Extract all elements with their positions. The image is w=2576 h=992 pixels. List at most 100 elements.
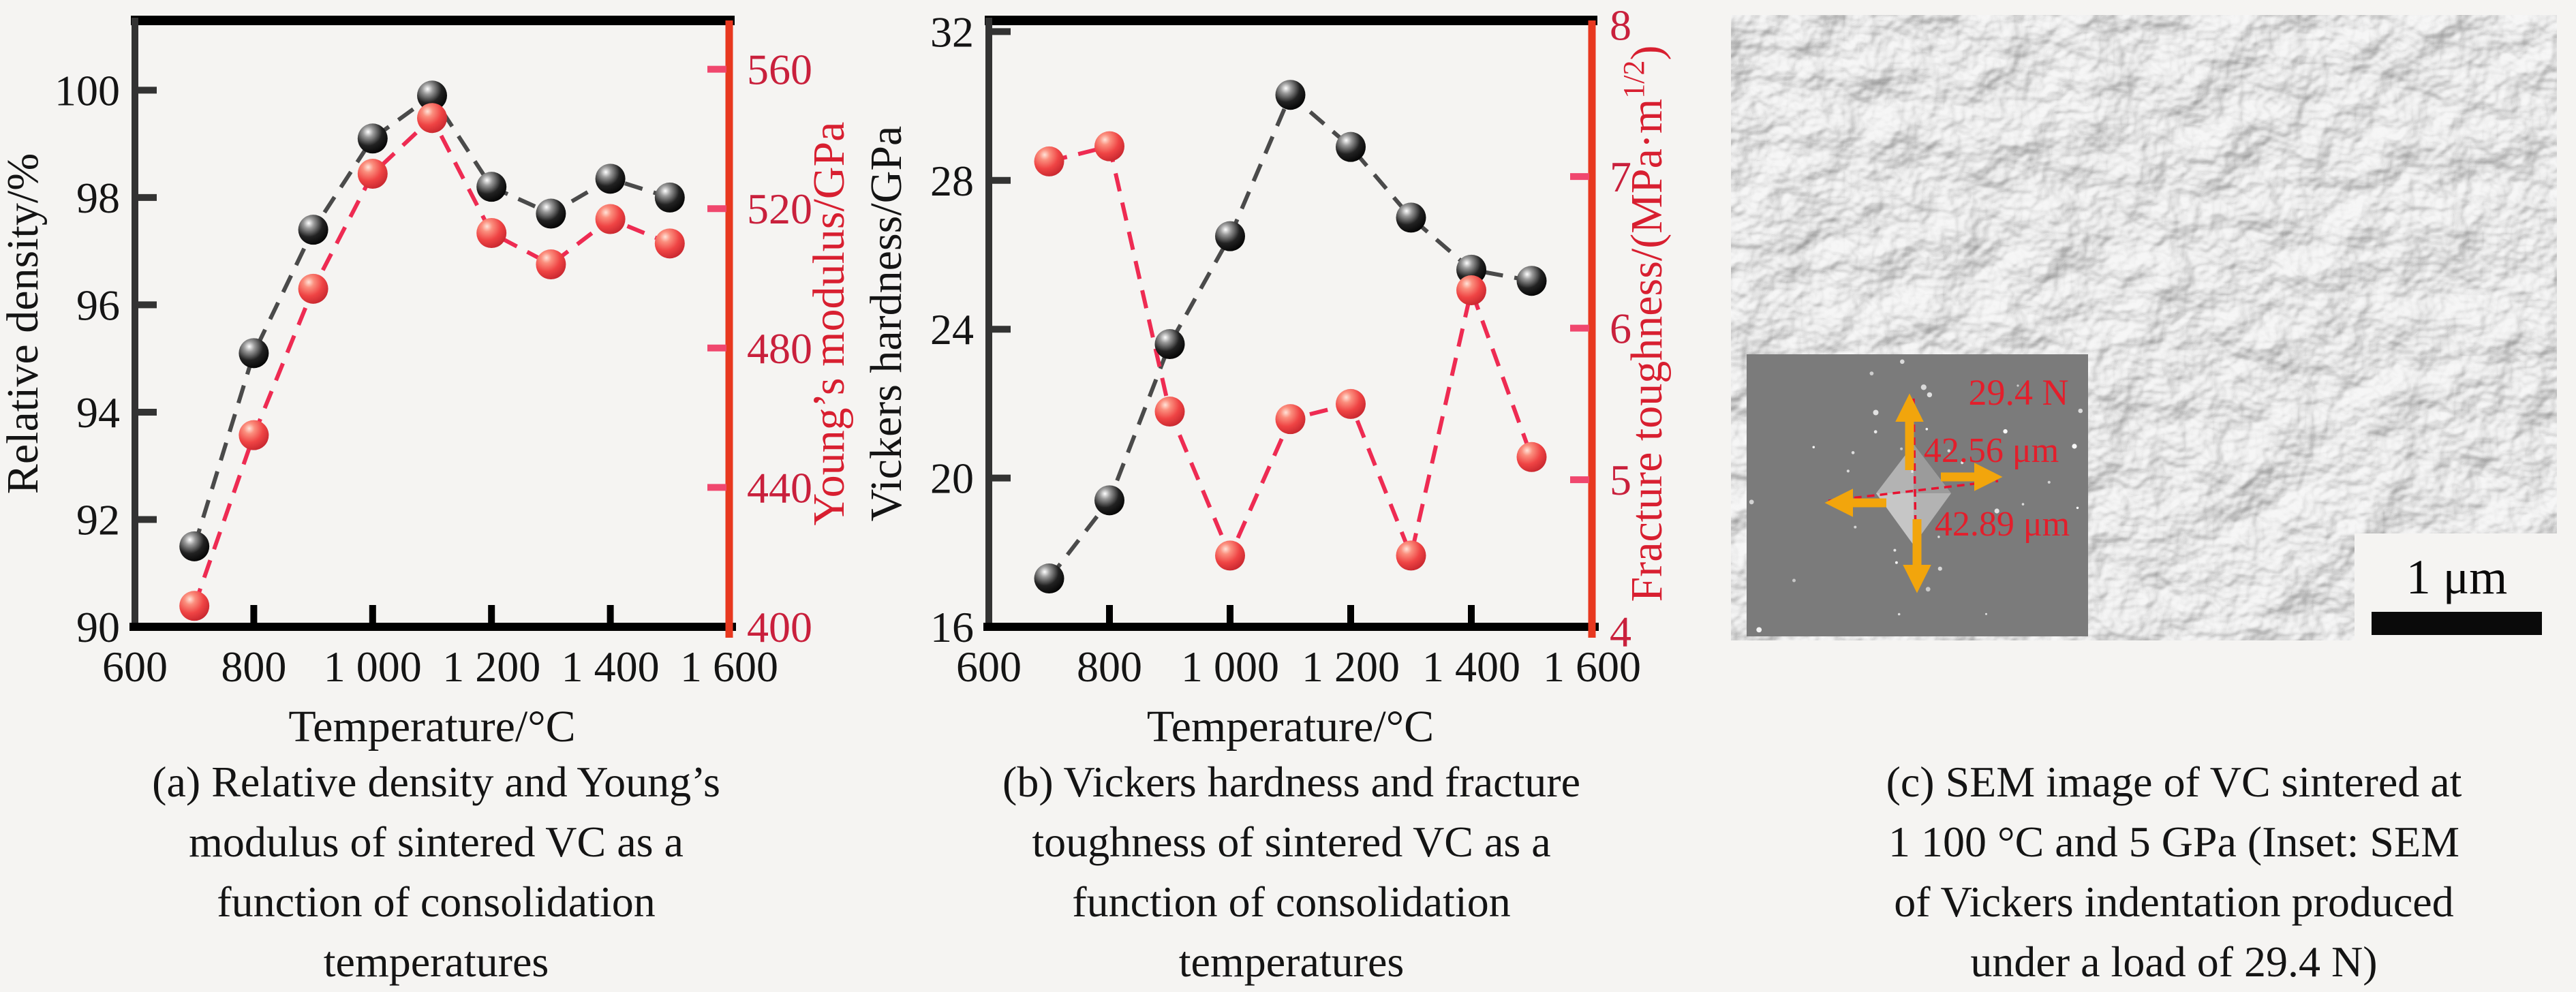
speckle-dot [2021,503,2025,506]
data-point-red [417,103,447,134]
data-point-red [1215,540,1245,571]
left-tick-label: 20 [930,454,974,503]
speckle-dot [1925,587,1931,592]
left-tick-label: 94 [76,388,120,437]
x-tick-label: 800 [221,642,286,691]
right-axis-title: Fracture toughness/(MPa·m1/2) [1617,46,1672,602]
right-tick-label: 480 [747,324,812,373]
left-tick-label: 90 [76,603,120,651]
caption-line: under a load of 29.4 N) [1970,937,2378,986]
speckle-dot [1851,451,1855,454]
data-point-red [595,204,626,234]
caption-line: of Vickers indentation produced [1894,878,2454,926]
left-tick-label: 98 [76,174,120,222]
caption-line: (a) Relative density and Young’s [152,758,720,806]
right-tick-label: 7 [1610,153,1631,201]
right-tick-label: 400 [747,603,812,651]
speckle-dot [1749,499,1754,505]
speckle-dot [1920,384,1927,390]
scale-bar-label: 1 μm [2406,550,2508,604]
data-point-red [1034,146,1064,176]
x-tick-label: 1 000 [324,642,422,691]
data-point-red [1094,131,1124,161]
data-point-black [1275,80,1306,110]
data-point-red [536,249,566,280]
x-tick-label: 1 000 [1181,642,1279,691]
caption-line: (b) Vickers hardness and fracture [1002,758,1580,806]
speckle-dot [2072,444,2077,449]
left-tick-label: 24 [930,305,974,354]
right-tick-label: 5 [1610,456,1631,504]
data-point-black [654,182,685,213]
inset-vertical-diagonal-label: 42.56 μm [1924,431,2059,470]
right-tick-label: 6 [1610,305,1631,353]
caption-line: toughness of sintered VC as a [1032,818,1551,866]
caption-line: function of consolidation [1072,878,1511,926]
x-tick-label: 600 [102,642,168,691]
chart-b: 600 800 1 000 1 200 1 400 1 600 16 20 24 28 32 4 5 6 7… [861,1,1672,751]
speckle-dot [2047,480,2051,484]
caption-c: (c) SEM image of VC sintered at 1 100 °C… [1751,752,2576,992]
x-tick-label: 1 400 [562,642,660,691]
x-tick-label: 1 400 [1422,642,1520,691]
speckle-dot [1756,627,1762,633]
data-point-black [1215,221,1245,251]
left-tick-label: 16 [930,603,974,651]
data-point-black [1154,329,1185,360]
speckle-dot [1961,461,1964,465]
speckle-dot [1895,561,1898,564]
speckle-dot [1927,392,1933,398]
data-point-red [1456,275,1486,306]
data-point-black [1396,202,1426,233]
x-tick-label: 1 200 [442,642,540,691]
vickers-indentation-inset: 29.4 N 42.56 μm 42.89 μm [1747,354,2088,636]
data-point-black [476,172,507,202]
speckle-dot [1873,409,1879,416]
right-tick-label: 440 [747,463,812,512]
data-point-black [1456,254,1486,285]
left-tick-label: 92 [76,495,120,544]
x-axis-title: Temperature/°C [288,702,575,751]
chart-a: 600 800 1 000 1 200 1 400 1 600 90 92 94 96 98 100 4… [0,16,854,751]
right-tick-label: 8 [1610,1,1631,50]
speckle-dot [1937,566,1942,571]
speckle-dot [1873,430,1877,434]
left-tick-label: 28 [930,157,974,205]
data-point-black [1034,563,1064,594]
data-point-red [239,420,269,450]
right-axis-title: Young’s modulus/GPa [804,122,854,526]
data-point-red [179,591,210,621]
data-point-black [417,80,447,111]
left-tick-label: 100 [55,66,120,114]
caption-line: temperatures [323,937,549,986]
speckle-dot [1925,428,1929,431]
speckle-dot [1812,446,1815,449]
right-tick-label: 520 [747,185,812,233]
x-tick-label: 1 200 [1302,642,1400,691]
speckle-dot [1900,447,1903,450]
data-point-red [1275,404,1306,435]
speckle-dot [1947,449,1950,452]
inset-horizontal-diagonal-label: 42.89 μm [1935,505,2070,544]
inset-speckles [1749,359,2083,633]
left-axis-title: Vickers hardness/GPa [861,126,911,522]
speckle-dot [1897,613,1901,616]
right-tick-label: 4 [1610,608,1631,656]
speckle-dot [1854,525,1857,529]
speckle-dot [2017,384,2019,387]
speckle-dot [1900,359,1905,365]
data-point-red [298,273,328,304]
data-point-black [179,531,210,561]
speckle-dot [1792,578,1796,583]
left-tick-label: 96 [76,281,120,329]
caption-line: function of consolidation [217,878,656,926]
x-axis-title: Temperature/°C [1147,702,1434,751]
data-point-black [1094,485,1124,516]
speckle-dot [2076,506,2079,510]
data-point-black [1516,266,1547,296]
speckle-dot [2003,429,2008,434]
caption-line: (c) SEM image of VC sintered at [1886,758,2462,806]
caption-line: 1 100 °C and 5 GPa (Inset: SEM [1888,818,2459,866]
sem-image-panel: 29.4 N 42.56 μm 42.89 μm [1731,15,2557,640]
